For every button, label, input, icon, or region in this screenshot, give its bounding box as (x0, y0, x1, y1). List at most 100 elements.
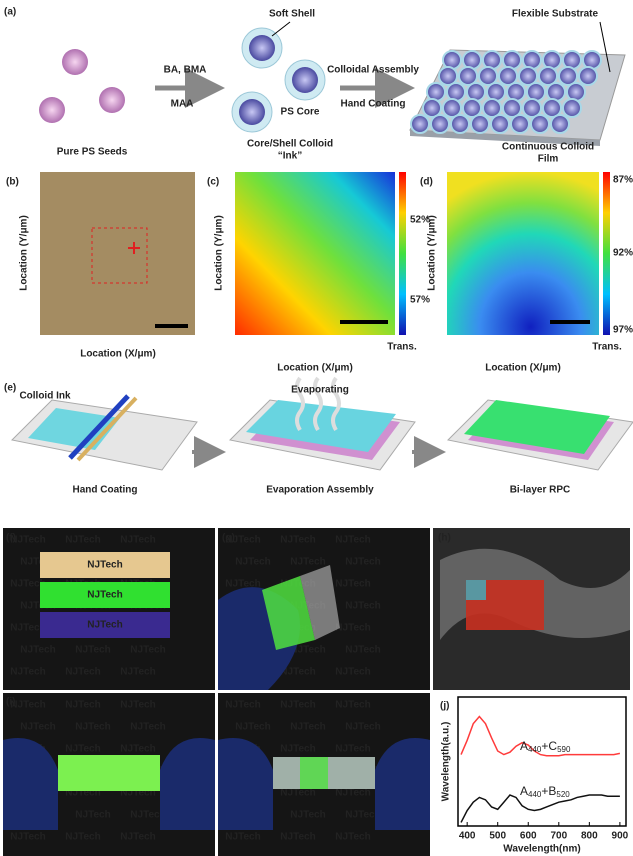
label: 57% (410, 295, 430, 306)
watermark: NJTech (335, 535, 370, 546)
watermark: NJTech (120, 744, 155, 755)
label: Trans. (592, 342, 622, 353)
film-sphere (431, 115, 449, 133)
plot-frame (458, 697, 626, 826)
watermark: NJTech (335, 744, 370, 755)
watermark: NJTech (20, 722, 55, 733)
x-tick-label: 900 (612, 831, 629, 842)
panel-label: (f) (6, 533, 16, 544)
watermark: NJTech (345, 601, 380, 612)
watermark: NJTech (75, 645, 110, 656)
label: BA, BMA (164, 65, 207, 76)
x-tick-label: 400 (459, 831, 476, 842)
x-axis-label: Wavelength(nm) (503, 844, 580, 855)
watermark: NJTech (75, 722, 110, 733)
label: Evaporating (291, 385, 349, 396)
watermark: NJTech (335, 788, 370, 799)
micrograph (40, 172, 195, 335)
watermark: NJTech (335, 579, 370, 590)
watermark: NJTech (280, 744, 315, 755)
film-sphere (551, 115, 569, 133)
page: { "panel_a": {"label": "(a)", "soft_shel… (0, 0, 633, 856)
panel-label: (b) (6, 177, 19, 188)
panel-label: (g) (222, 533, 235, 544)
film-sphere (511, 115, 529, 133)
panel-label: (c) (207, 177, 219, 188)
x-tick-label: 800 (581, 831, 598, 842)
watermark: NJTech (345, 645, 380, 656)
label: Film (538, 154, 559, 165)
watermark: NJTech (65, 744, 100, 755)
ps-core (249, 35, 275, 61)
film-sphere (491, 115, 509, 133)
watermark: NJTech (280, 700, 315, 711)
watermark: NJTech (290, 810, 325, 821)
watermark: NJTech (290, 722, 325, 733)
x-tick-label: 500 (489, 831, 506, 842)
watermark: NJTech (225, 700, 260, 711)
rpc-film-glow (300, 757, 328, 789)
watermark: NJTech (235, 722, 270, 733)
label: Colloid Ink (19, 391, 71, 402)
ps-seed (99, 87, 125, 113)
film-sphere (563, 99, 581, 117)
strip-text: NJTech (87, 620, 122, 631)
ps-core (239, 99, 265, 125)
ps-seed (62, 49, 88, 75)
label: Flexible Substrate (512, 9, 599, 20)
watermark: NJTech (65, 832, 100, 843)
label: Core/Shell Colloid (247, 139, 333, 150)
watermark: NJTech (10, 667, 45, 678)
ps-core (292, 67, 318, 93)
watermark: NJTech (280, 535, 315, 546)
label: Hand Coating (341, 99, 406, 110)
watermark: NJTech (290, 557, 325, 568)
pointer (272, 22, 290, 36)
strip-text: NJTech (87, 590, 122, 601)
watermark: NJTech (65, 700, 100, 711)
panel-label: (h) (438, 533, 451, 544)
watermark: NJTech (225, 832, 260, 843)
rpc-film (58, 755, 160, 791)
watermark: NJTech (280, 788, 315, 799)
series-label-part: 590 (557, 745, 571, 754)
film-sphere (451, 115, 469, 133)
watermark: NJTech (65, 667, 100, 678)
label: Colloidal Assembly (327, 65, 419, 76)
film-sphere (471, 115, 489, 133)
watermark: NJTech (335, 700, 370, 711)
x-tick-label: 600 (520, 831, 537, 842)
film-sphere (531, 115, 549, 133)
label: PS Core (281, 107, 320, 118)
label: Continuous Colloid (502, 142, 594, 153)
heatmap (447, 172, 599, 335)
label: Pure PS Seeds (57, 147, 128, 158)
watermark: NJTech (120, 832, 155, 843)
watermark: NJTech (335, 667, 370, 678)
series-label-part: A (520, 784, 528, 798)
series-label-part: 440 (528, 790, 542, 799)
watermark: NJTech (10, 700, 45, 711)
label: 87% (613, 175, 633, 186)
watermark: NJTech (335, 832, 370, 843)
rpc-film-edge (466, 580, 486, 600)
colorbar (603, 172, 610, 335)
watermark: NJTech (235, 557, 270, 568)
label: MAA (171, 99, 194, 110)
watermark: NJTech (120, 535, 155, 546)
label: Evaporation Assembly (266, 485, 374, 496)
label: 92% (613, 248, 633, 259)
series-label-part: 440 (528, 745, 542, 754)
film-sphere (579, 67, 597, 85)
figure: (a)BA, BMAMAASoft ShellPS CorePure PS Se… (0, 0, 633, 856)
watermark: NJTech (120, 667, 155, 678)
watermark: NJTech (120, 700, 155, 711)
watermark: NJTech (65, 535, 100, 546)
y-axis-label: Wavelength(a.u.) (441, 722, 452, 802)
colorbar (399, 172, 406, 335)
panel-label: (i) (6, 697, 15, 708)
watermark: NJTech (75, 810, 110, 821)
heatmap (235, 172, 395, 335)
panel-label: (j) (440, 701, 449, 712)
watermark: NJTech (130, 722, 165, 733)
